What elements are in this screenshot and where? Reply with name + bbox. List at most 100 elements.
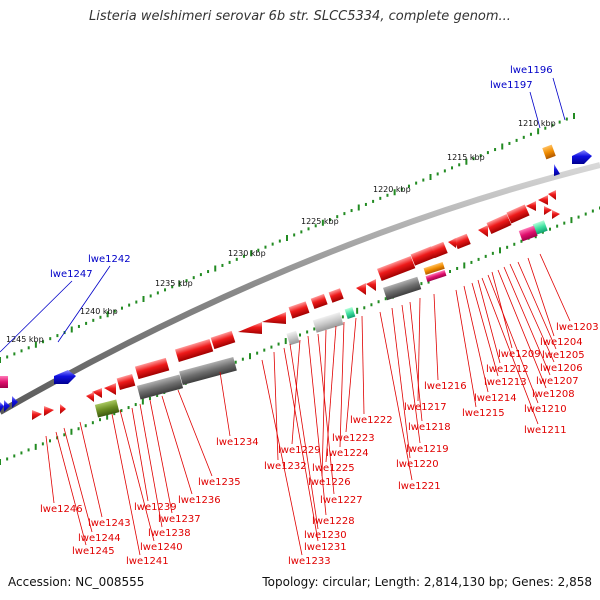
gene-label[interactable]: lwe1233 xyxy=(288,556,331,567)
gene-feature[interactable] xyxy=(366,279,376,291)
gene-label[interactable]: lwe1216 xyxy=(424,381,467,392)
gene-label[interactable]: lwe1219 xyxy=(406,444,449,455)
gene-feature[interactable] xyxy=(552,210,560,219)
gene-feature[interactable] xyxy=(136,374,184,400)
gene-label[interactable]: lwe1205 xyxy=(542,350,585,361)
gene-label[interactable]: lwe1226 xyxy=(308,477,351,488)
gene-label[interactable]: lwe1217 xyxy=(404,402,447,413)
gene-feature[interactable] xyxy=(104,383,116,395)
gene-feature[interactable] xyxy=(538,195,548,205)
gene-label[interactable]: lwe1235 xyxy=(198,477,241,488)
gene-feature[interactable] xyxy=(344,307,356,319)
gene-feature[interactable] xyxy=(526,201,536,211)
gene-feature[interactable] xyxy=(548,190,556,200)
gene-feature[interactable] xyxy=(262,312,286,324)
gene-label[interactable]: lwe1215 xyxy=(462,408,505,419)
gene-label[interactable]: lwe1207 xyxy=(536,376,579,387)
gene-label[interactable]: lwe1232 xyxy=(264,461,307,472)
gene-feature[interactable] xyxy=(486,214,512,234)
gene-label[interactable]: lwe1208 xyxy=(532,389,575,400)
gene-feature[interactable] xyxy=(86,392,94,402)
gene-label[interactable]: lwe1243 xyxy=(88,518,131,529)
gene-label[interactable]: lwe1246 xyxy=(40,504,83,515)
gene-feature[interactable] xyxy=(0,376,8,388)
gene-label[interactable]: lwe1210 xyxy=(524,404,567,415)
gene-feature[interactable] xyxy=(410,246,436,266)
gene-feature[interactable] xyxy=(44,406,54,416)
gene-feature[interactable] xyxy=(542,144,556,160)
gene-feature[interactable] xyxy=(572,150,592,164)
gene-label[interactable]: lwe1237 xyxy=(158,514,201,525)
gene-label[interactable]: lwe1231 xyxy=(304,542,347,553)
gene-feature[interactable] xyxy=(286,330,300,346)
scale-tick xyxy=(551,123,554,127)
gene-feature[interactable] xyxy=(312,312,344,333)
gene-feature[interactable] xyxy=(54,370,76,384)
gene-label[interactable]: lwe1247 xyxy=(50,269,93,280)
gene-feature[interactable] xyxy=(532,220,548,235)
gene-label[interactable]: lwe1209 xyxy=(498,349,541,360)
gene-label[interactable]: lwe1223 xyxy=(332,433,375,444)
gene-label[interactable]: lwe1230 xyxy=(304,530,347,541)
gene-feature[interactable] xyxy=(32,410,42,420)
gene-feature[interactable] xyxy=(383,276,422,301)
gene-feature[interactable] xyxy=(116,374,136,390)
gene-label[interactable]: lwe1211 xyxy=(524,425,567,436)
gene-feature[interactable] xyxy=(12,396,18,408)
gene-feature[interactable] xyxy=(328,288,344,303)
label-leader-line xyxy=(481,277,539,425)
gene-label[interactable]: lwe1229 xyxy=(278,445,321,456)
gene-feature[interactable] xyxy=(210,330,236,350)
gene-feature[interactable] xyxy=(175,338,214,362)
gene-label[interactable]: lwe1196 xyxy=(510,65,553,76)
gene-label[interactable]: lwe1222 xyxy=(350,415,393,426)
scale-tick xyxy=(221,263,224,267)
gene-label[interactable]: lwe1214 xyxy=(474,393,517,404)
gene-label[interactable]: lwe1245 xyxy=(72,546,115,557)
gene-feature[interactable] xyxy=(554,164,560,176)
gene-feature[interactable] xyxy=(310,293,328,310)
gene-feature[interactable] xyxy=(430,241,448,259)
gene-label[interactable]: lwe1228 xyxy=(312,516,355,527)
gene-feature[interactable] xyxy=(377,255,416,281)
gene-feature[interactable] xyxy=(4,400,10,412)
gene-feature[interactable] xyxy=(134,357,170,380)
gene-feature[interactable] xyxy=(506,204,530,224)
gene-label[interactable]: lwe1206 xyxy=(540,363,583,374)
gene-feature[interactable] xyxy=(92,388,102,398)
gene-feature[interactable] xyxy=(288,301,310,319)
gene-feature[interactable] xyxy=(518,225,538,242)
gene-feature[interactable] xyxy=(425,270,447,282)
gene-label[interactable]: lwe1197 xyxy=(490,80,533,91)
gene-label[interactable]: lwe1220 xyxy=(396,459,439,470)
gene-label[interactable]: lwe1238 xyxy=(148,528,191,539)
gene-feature[interactable] xyxy=(238,322,262,334)
gene-label[interactable]: lwe1244 xyxy=(78,533,121,544)
gene-feature[interactable] xyxy=(453,233,471,250)
gene-label[interactable]: lwe1203 xyxy=(556,322,599,333)
gene-label[interactable]: lwe1227 xyxy=(320,495,363,506)
gene-feature[interactable] xyxy=(60,404,66,414)
gene-label[interactable]: lwe1236 xyxy=(178,495,221,506)
gene-feature[interactable] xyxy=(179,356,237,386)
gene-label[interactable]: lwe1224 xyxy=(326,448,369,459)
gene-label[interactable]: lwe1212 xyxy=(486,364,529,375)
gene-feature[interactable] xyxy=(478,225,488,237)
gene-feature[interactable] xyxy=(0,402,4,412)
gene-label[interactable]: lwe1239 xyxy=(134,502,177,513)
gene-feature[interactable] xyxy=(448,238,456,248)
scale-tick xyxy=(529,132,532,136)
gene-label[interactable]: lwe1213 xyxy=(484,377,527,388)
gene-label[interactable]: lwe1241 xyxy=(126,556,169,567)
gene-feature[interactable] xyxy=(544,206,552,215)
gene-label[interactable]: lwe1225 xyxy=(312,463,355,474)
gene-label[interactable]: lwe1221 xyxy=(398,481,441,492)
gene-label[interactable]: lwe1218 xyxy=(408,422,451,433)
gene-label[interactable]: lwe1242 xyxy=(88,254,131,265)
gene-label[interactable]: lwe1240 xyxy=(140,542,183,553)
gene-label[interactable]: lwe1204 xyxy=(540,337,583,348)
gene-feature[interactable] xyxy=(423,262,445,275)
gene-feature[interactable] xyxy=(94,399,120,418)
gene-feature[interactable] xyxy=(356,283,366,295)
gene-label[interactable]: lwe1234 xyxy=(216,437,259,448)
